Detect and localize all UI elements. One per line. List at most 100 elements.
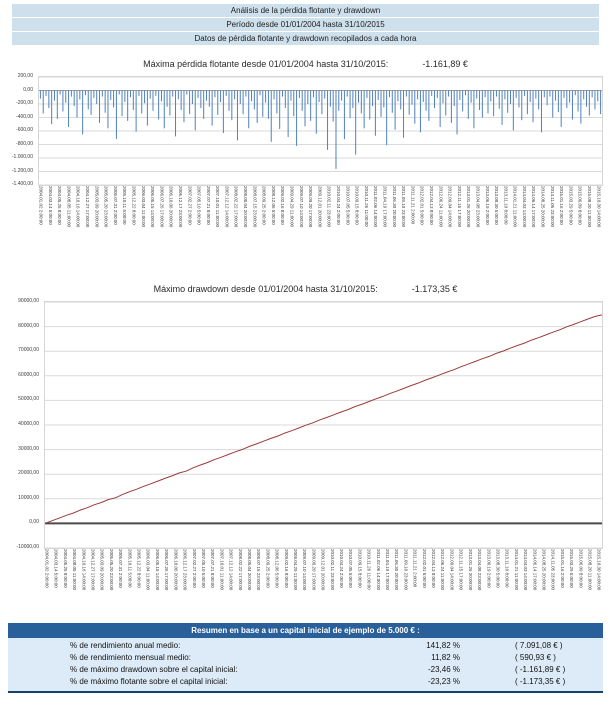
summary-table: Resumen en base a un capital inicial de …: [8, 623, 603, 693]
summary-row-percent: 141,82 %: [426, 641, 460, 650]
summary-row-label: % de máximo flotante sobre el capital in…: [70, 677, 228, 686]
y-tick-label: 80000,00: [18, 322, 39, 329]
x-tick-label: 2013.08.30 5:00:00: [495, 549, 501, 588]
y-tick-label: 0,00: [29, 519, 39, 526]
drawdown-chart-title: Máximo drawdown desde 01/01/2004 hasta 3…: [0, 284, 611, 294]
summary-row-label: % de rendimiento mensual medio:: [70, 653, 191, 662]
x-tick-label: 2011.02.06 14:00:00: [373, 186, 379, 227]
summary-row: % de máximo flotante sobre el capital in…: [8, 676, 603, 688]
floating-loss-chart-section: Máxima pérdida flotante desde 01/01/2004…: [0, 59, 611, 244]
x-tick-label: 2005.10.11 5:00:00: [122, 186, 128, 225]
x-tick-label: 2015.08.20 11:00:00: [587, 549, 593, 590]
x-tick-label: 2010.11.26 11:00:00: [363, 186, 369, 227]
x-tick-label: 2006.10.06 20:00:00: [168, 186, 174, 228]
x-tick-label: 2005.10.11 5:00:00: [127, 549, 133, 588]
x-tick-label: 2010.04.24 2:00:00: [339, 549, 344, 588]
x-tick-label: 2012.02.01 5:00:00: [421, 549, 427, 588]
summary-row-euro: ( 7.091,08 € ): [515, 641, 563, 650]
x-tick-label: 2006.07.26 17:00:00: [164, 549, 170, 591]
y-tick-label: -1.400,00: [11, 181, 33, 187]
x-tick-label: 2007.10.01 11:00:00: [219, 549, 225, 590]
x-tick-label: 2012.06.24 11:00:00: [440, 549, 446, 590]
y-tick-label: -800,00: [16, 140, 33, 147]
y-tick-label: -10000,00: [16, 544, 39, 550]
x-tick-label: 2005.12.22 8:00:00: [131, 186, 137, 225]
x-tick-label: 2004.01.02 2:00:00: [38, 186, 44, 225]
x-tick-label: 2009.04.29 11:00:00: [292, 549, 298, 590]
x-tick-label: 2004.01.02 2:00:00: [44, 549, 50, 588]
x-tick-label: 2015.10.30 14:00:00: [596, 549, 601, 591]
y-tick-label: 200,00: [17, 73, 33, 79]
x-tick-label: 2007.07.21 8:00:00: [210, 549, 216, 588]
summary-row: % de máximo drawdown sobre el capital in…: [8, 664, 603, 676]
x-tick-label: 2013.04.08 23:00:00: [477, 549, 483, 591]
x-tick-label: 2007.05.10 5:00:00: [196, 186, 202, 225]
x-tick-label: 2014.06.14 17:00:00: [531, 186, 537, 228]
x-tick-label: 2013.06.19 2:00:00: [486, 549, 492, 588]
x-tick-label: 2010.02.11 23:00:00: [329, 549, 335, 590]
x-tick-label: 2005.05.20 23:00:00: [108, 549, 114, 591]
x-tick-label: 2013.04.08 23:00:00: [475, 186, 481, 228]
floating-loss-chart-title: Máxima pérdida flotante desde 01/01/2004…: [0, 59, 611, 69]
x-tick-label: 2015.03.29 5:00:00: [568, 186, 574, 225]
report-subtitle: Datos de pérdida flotante y drawdown rec…: [12, 32, 599, 45]
x-tick-label: 2011.11.21 2:00:00: [410, 186, 416, 225]
x-tick-label: 2005.03.09 20:00:00: [99, 549, 105, 591]
y-tick-label: 60000,00: [18, 371, 39, 378]
x-axis-labels: 2004.01.02 2:00:00 2004.03.14 5:00:00 2004…: [44, 549, 602, 605]
summary-table-header: Resumen en base a un capital inicial de …: [8, 623, 603, 638]
x-tick-label: 2012.11.15 17:00:00: [456, 186, 462, 227]
floating-loss-plot: [38, 76, 603, 186]
x-tick-label: 2004.03.14 5:00:00: [47, 186, 53, 225]
x-tick-label: 2011.09.10 23:00:00: [403, 549, 409, 590]
summary-row-euro: ( -1.161,89 € ): [515, 665, 566, 674]
x-tick-label: 2007.07.21 8:00:00: [205, 186, 211, 225]
x-tick-label: 2009.12.01 20:00:00: [320, 549, 326, 591]
summary-row-label: % de máximo drawdown sobre el capital in…: [70, 665, 238, 674]
x-tick-label: 2010.11.26 11:00:00: [366, 549, 372, 590]
x-tick-label: 2008.09.25 2:00:00: [265, 549, 271, 588]
x-tick-label: 2008.12.06 5:00:00: [270, 186, 276, 225]
x-tick-label: 2007.02.27 2:00:00: [191, 549, 197, 588]
drawdown-chart: 90000,00 80000,00 70000,00 60000,00 50000,00…: [8, 298, 603, 607]
x-tick-label: 2014.11.05 23:00:00: [549, 186, 555, 227]
x-tick-label: 2007.02.27 2:00:00: [187, 186, 193, 225]
x-tick-label: 2004.08.05 11:00:00: [72, 549, 78, 590]
x-tick-label: 2011.04.19 17:00:00: [385, 549, 391, 590]
x-tick-label: 2007.12.12 14:00:00: [228, 549, 234, 591]
y-tick-label: -600,00: [16, 127, 33, 133]
x-tick-label: 2013.08.30 5:00:00: [494, 186, 500, 225]
x-tick-label: 2011.06.30 20:00:00: [394, 549, 400, 590]
x-tick-label: 2012.09.04 14:00:00: [447, 186, 453, 228]
y-tick-label: -400,00: [16, 113, 33, 120]
x-tick-label: 2005.12.22 8:00:00: [136, 549, 142, 588]
floating-loss-chart: 200,00 0,00 -200,00 -400,00 -600,00 -800,00 -1…: [8, 73, 603, 244]
x-tick-label: 2006.05.15 14:00:00: [150, 186, 156, 228]
summary-row-euro: ( 590,93 € ): [515, 653, 556, 662]
x-tick-label: 2014.11.05 23:00:00: [550, 549, 556, 590]
x-tick-label: 2009.02.16 8:00:00: [283, 549, 289, 588]
x-tick-label: 2008.07.15 23:00:00: [252, 186, 258, 228]
x-tick-label: 2011.09.10 23:00:00: [401, 186, 407, 227]
x-tick-label: 2010.02.11 23:00:00: [326, 186, 332, 227]
y-tick-label: 40000,00: [18, 421, 39, 427]
y-tick-label: -200,00: [16, 100, 33, 106]
report-period: Período desde 01/01/2004 hasta 31/10/201…: [12, 18, 599, 31]
chart-title-text: Máximo drawdown desde 01/01/2004 hasta 3…: [153, 284, 378, 294]
x-tick-label: 2015.03.29 5:00:00: [569, 549, 575, 588]
y-tick-label: 10000,00: [18, 494, 39, 501]
x-tick-label: 2012.04.13 8:00:00: [428, 186, 434, 225]
x-tick-label: 2012.02.01 5:00:00: [419, 186, 425, 225]
x-tick-label: 2012.06.24 11:00:00: [438, 186, 444, 227]
x-tick-label: 2015.01.16 2:00:00: [559, 186, 565, 225]
x-tick-label: 2013.11.10 8:00:00: [504, 549, 510, 588]
x-tick-label: 2004.05.25 8:00:00: [57, 186, 63, 225]
x-tick-label: 2005.07.31 2:00:00: [118, 549, 124, 588]
x-tick-label: 2014.04.03 14:00:00: [521, 186, 527, 228]
x-tick-label: 2015.01.16 2:00:00: [559, 549, 565, 588]
x-tick-label: 2010.09.15 8:00:00: [354, 186, 360, 225]
x-tick-label: 2015.10.30 14:00:00: [596, 186, 601, 228]
summary-row: % de rendimiento mensual medio: 11,82 % ( …: [8, 652, 603, 664]
x-tick-label: 2009.02.16 8:00:00: [280, 186, 286, 225]
x-tick-label: 2009.12.01 20:00:00: [317, 186, 323, 228]
